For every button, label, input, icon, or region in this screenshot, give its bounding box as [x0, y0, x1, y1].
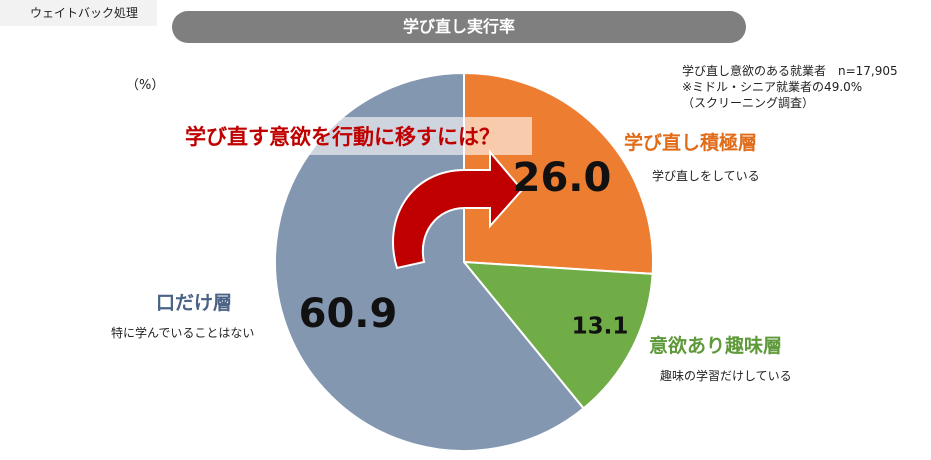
segment-desc-active: 学び直しをしている — [652, 169, 760, 183]
sample-note: 学び直し意欲のある就業者 n=17,905 ※ミドル・シニア就業者の49.0% … — [682, 64, 898, 110]
slice-talk-only — [274, 71, 585, 452]
segment-desc-talk-only: 特に学んでいることはない — [111, 326, 255, 340]
weight-back-tag: ウェイトバック処理 — [0, 0, 157, 26]
value-label-hobby: 13.1 — [572, 314, 629, 340]
value-label-active: 26.0 — [513, 155, 612, 201]
unit-label: （%） — [126, 78, 165, 93]
callout-background — [170, 117, 532, 155]
segment-name-active: 学び直し積極層 — [624, 132, 758, 154]
slice-hobby-learners — [461, 260, 654, 410]
callout-text: 学び直す意欲を行動に移すには？ — [185, 125, 500, 149]
chart-title: 学び直し実行率 — [172, 11, 746, 43]
segment-name-talk-only: 口だけ層 — [156, 292, 233, 314]
segment-desc-hobby: 趣味の学習だけしている — [660, 369, 792, 383]
value-label-talk-only: 60.9 — [299, 291, 398, 337]
segment-name-hobby: 意欲あり趣味層 — [649, 335, 783, 357]
